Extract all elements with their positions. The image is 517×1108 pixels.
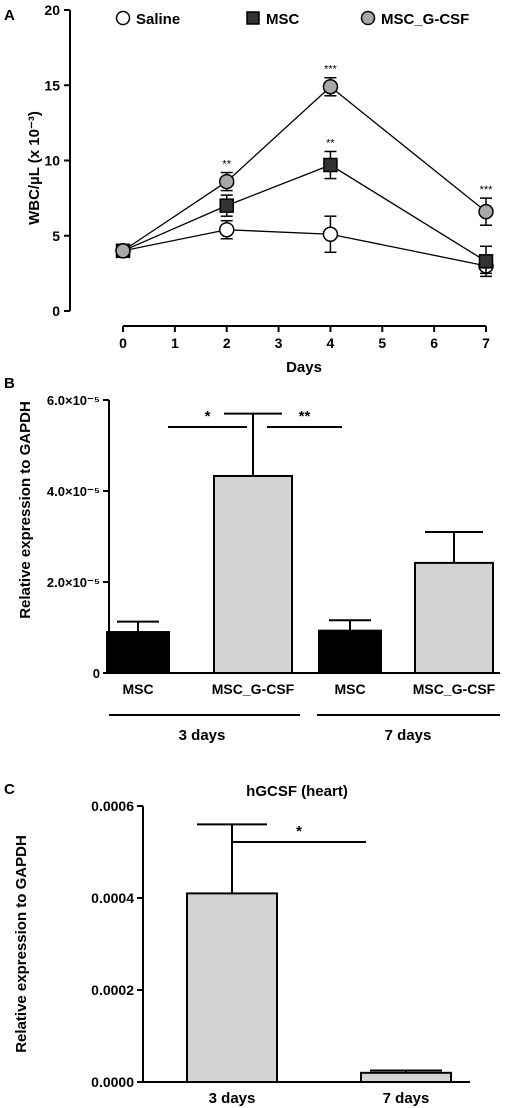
panel-b-y-axis-label: Relative expression to GAPDH (17, 401, 34, 619)
panel-a-x-axis-label: Days (286, 359, 322, 376)
panel-a-y-tick-label: 5 (52, 228, 60, 244)
series-2-point (115, 243, 131, 259)
panel-a-x-tick-label: 3 (275, 335, 283, 351)
panel-c-category-label: 7 days (383, 1090, 430, 1107)
panel-c-y-tick-label: 0.0006 (91, 798, 134, 814)
series-line-1 (122, 164, 487, 262)
significance-label: ** (326, 137, 335, 149)
significance-label: ** (222, 159, 231, 171)
series-1-point (323, 157, 338, 173)
legend-label-0: Saline (136, 11, 180, 28)
series-line-0 (122, 229, 487, 267)
panel-b-y-tick-label: 4.0×10⁻⁵ (47, 484, 100, 499)
panel-a-x-tick-label: 7 (482, 335, 490, 351)
legend-label-2: MSC_G-CSF (381, 11, 469, 28)
panel-b-y-tick-label: 0 (93, 666, 100, 681)
series-2-point (478, 203, 494, 220)
panel-b-category-label: MSC_G-CSF (413, 681, 496, 697)
panel-a-x-tick-label: 4 (327, 335, 335, 351)
panel-b-letter: B (4, 375, 15, 392)
panel-b-significance-label: * (205, 408, 211, 425)
panel-b-bar-0 (106, 631, 170, 674)
panel-b-significance-label: ** (299, 408, 311, 425)
series-1-point (219, 198, 234, 213)
series-0-point (218, 221, 235, 238)
legend-label-1: MSC (266, 11, 300, 28)
panel-c-y-tick-label: 0.0000 (91, 1074, 134, 1090)
significance-label: *** (480, 184, 494, 196)
series-2-point (218, 173, 235, 190)
panel-b-y-tick-label: 6.0×10⁻⁵ (47, 393, 100, 408)
panel-c-bar-1 (360, 1071, 452, 1084)
panel-c-y-tick-label: 0.0004 (91, 890, 134, 906)
panel-b-y-tick-label: 2.0×10⁻⁵ (47, 575, 100, 590)
panel-a-y-tick-label: 0 (52, 303, 60, 319)
panel-c-significance-label: * (296, 823, 302, 840)
panel-c-y-axis-label: Relative expression to GAPDH (13, 835, 30, 1053)
panel-c-y-tick-label: 0.0002 (91, 982, 134, 998)
panel-a-x-tick-label: 5 (378, 335, 386, 351)
panel-b-bar-1 (213, 474, 293, 674)
series-line-2 (122, 85, 487, 252)
panel-a-letter: A (4, 7, 15, 24)
panel-b-group-label: 7 days (385, 727, 432, 744)
panel-c-bar-0 (186, 892, 278, 1084)
panel-b-bar-chart: 0 2.0×10⁻⁵ 4.0×10⁻⁵ 6.0×10⁻⁵ MSC MSC_G-CSF MSC… (47, 393, 500, 744)
panel-c-letter: C (4, 781, 15, 798)
panel-c-category-label: 3 days (209, 1090, 256, 1107)
panel-b-category-label: MSC (334, 681, 365, 697)
panel-b-bar-2 (318, 629, 382, 674)
panel-c-title: hGCSF (heart) (246, 783, 348, 800)
panel-b-category-label: MSC (122, 681, 153, 697)
significance-label: *** (324, 64, 338, 76)
panel-a-y-axis-label: WBC/µL (x 10⁻³) (26, 111, 43, 225)
panel-b-category-label: MSC_G-CSF (212, 681, 295, 697)
legend-marker-0 (115, 10, 131, 26)
series-2-point (322, 79, 339, 95)
panel-b-bar-3 (414, 561, 494, 675)
panel-a-y-tick-label: 10 (44, 153, 60, 169)
legend-marker-2 (360, 10, 376, 26)
panel-a-y-tick-label: 15 (44, 77, 60, 93)
panel-a-x-tick-label: 1 (171, 335, 179, 351)
series-1-point (478, 254, 494, 269)
panel-a-x-tick-label: 6 (430, 335, 438, 351)
panel-b-group-label: 3 days (179, 727, 226, 744)
legend-marker-1 (246, 11, 260, 25)
series-0-point (322, 226, 339, 242)
panel-a-x-tick-label: 2 (223, 335, 231, 351)
panel-c-bar-chart: 0.0000 0.0002 0.0004 0.0006 3 days 7 days * (91, 798, 470, 1107)
panel-a-x-tick-label: 0 (119, 335, 127, 351)
panel-a-y-tick-label: 20 (44, 2, 60, 18)
